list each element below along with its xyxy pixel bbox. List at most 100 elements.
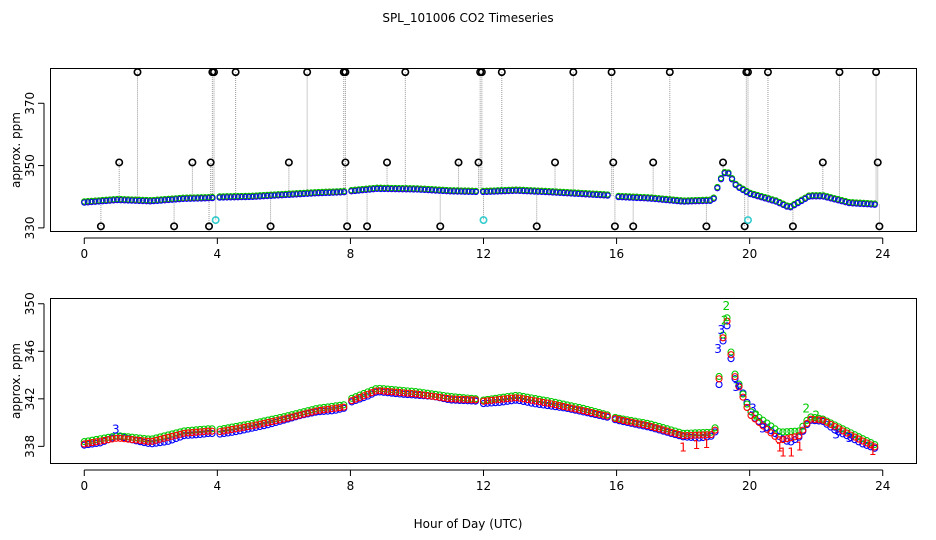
top-point-blue [538, 188, 545, 196]
top-panel: 0 4 8 12 16 20 24 330 350 370 approx. ppm [9, 68, 917, 261]
top-point-blue [523, 188, 531, 195]
bottom-point-green [651, 421, 659, 429]
top-spike-high-point [569, 68, 578, 77]
bottom-point-red [356, 393, 364, 402]
bottom-point-red [224, 426, 232, 434]
bottom-point-red [487, 396, 496, 404]
bottom-point-red [300, 410, 308, 418]
top-point-blue [780, 201, 787, 209]
top-point-blue [776, 200, 783, 207]
bottom-point-green [743, 400, 751, 408]
top-point-blue [121, 197, 128, 204]
bottom-point-red [376, 387, 384, 395]
bottom-point-red [392, 388, 400, 396]
top-spike-low-point [532, 222, 541, 231]
top-point-blue [666, 197, 673, 204]
bottom-point-blue [176, 433, 184, 441]
bottom-point-red [655, 425, 663, 433]
bottom-point-green [452, 393, 460, 401]
top-point-blue [267, 192, 275, 200]
top-point-blue [165, 196, 172, 204]
bottom-point-red [316, 406, 324, 414]
top-point-blue [534, 188, 542, 195]
bottom-point-red [591, 409, 599, 417]
top-point-blue [469, 188, 476, 196]
bottom-point-red [455, 395, 464, 403]
top-point-blue [432, 187, 439, 194]
top-point-blue [838, 198, 845, 205]
top-spike-low-point [629, 222, 638, 231]
top-point-blue [509, 187, 516, 195]
top-point-blue [835, 197, 842, 204]
bottom-point-red [699, 431, 707, 439]
top-point-blue [531, 188, 538, 195]
top-point-blue [417, 186, 425, 193]
bottom-point-red [623, 417, 631, 425]
bottom-point-green [803, 416, 811, 425]
bottom-y-axis-title: approx. ppm [9, 343, 23, 419]
top-x-tick-label: 4 [214, 247, 222, 261]
top-point-blue [355, 187, 362, 194]
bottom-point-red [555, 402, 563, 410]
top-point-blue [641, 195, 648, 202]
top-spike-low-point [875, 222, 884, 231]
top-spike-high-point [231, 68, 240, 77]
top-spike-high-point [872, 68, 881, 77]
bottom-point-red [583, 408, 591, 416]
bottom-point-blue [867, 443, 875, 451]
bottom-point-red [364, 390, 372, 398]
top-spike-low-point [436, 222, 445, 231]
bottom-point-green [835, 423, 843, 431]
bottom-point-green [711, 424, 719, 432]
top-point-blue [589, 191, 597, 198]
top-point-blue [619, 194, 626, 201]
bottom-point-red [659, 426, 667, 434]
top-point-blue [604, 192, 611, 199]
bottom-point-red [491, 396, 500, 404]
top-point-blue [319, 190, 326, 197]
top-point-blue [428, 187, 436, 194]
bottom-point-red [707, 431, 715, 439]
bottom-point-red [148, 437, 156, 445]
top-point-blue [754, 193, 761, 200]
bottom-point-red [452, 395, 460, 403]
top-point-blue [692, 198, 699, 205]
top-spike-high-point [477, 68, 486, 77]
top-point-blue [330, 189, 337, 196]
bottom-point-green [775, 428, 783, 436]
chart-title: SPL_101006 CO2 Timeseries [382, 11, 553, 25]
top-point-blue [871, 201, 878, 208]
top-point-blue [436, 187, 443, 194]
top-point-blue [289, 191, 296, 198]
bottom-point-label: 1 [779, 445, 787, 459]
top-point-blue [750, 192, 758, 199]
top-point-blue [176, 196, 183, 203]
top-point-blue [110, 197, 117, 204]
bottom-point-blue [783, 437, 791, 445]
top-point-blue [406, 186, 414, 193]
top-point-blue [824, 194, 831, 201]
bottom-point-red [459, 395, 468, 403]
top-point-blue [630, 194, 637, 201]
top-spike-mid-point [284, 158, 293, 167]
top-point-blue [622, 194, 629, 201]
top-point-blue [95, 198, 103, 205]
bottom-point-red [400, 389, 408, 397]
bottom-point-label: 3 [714, 342, 722, 356]
top-point-blue [92, 198, 99, 205]
top-point-blue [644, 195, 651, 202]
bottom-point-red [448, 395, 456, 403]
bottom-point-red [483, 397, 492, 405]
top-point-blue [154, 197, 161, 205]
top-spike-cyan-point [743, 216, 752, 225]
top-point-blue [421, 186, 428, 194]
top-point-blue [853, 200, 860, 207]
bottom-point-red [867, 441, 875, 449]
top-point-blue [652, 195, 659, 203]
bottom-point-red [695, 431, 703, 439]
top-point-blue [864, 201, 871, 208]
bottom-point-red [615, 416, 623, 424]
bottom-point-red [156, 435, 164, 443]
top-point-blue [392, 186, 399, 193]
